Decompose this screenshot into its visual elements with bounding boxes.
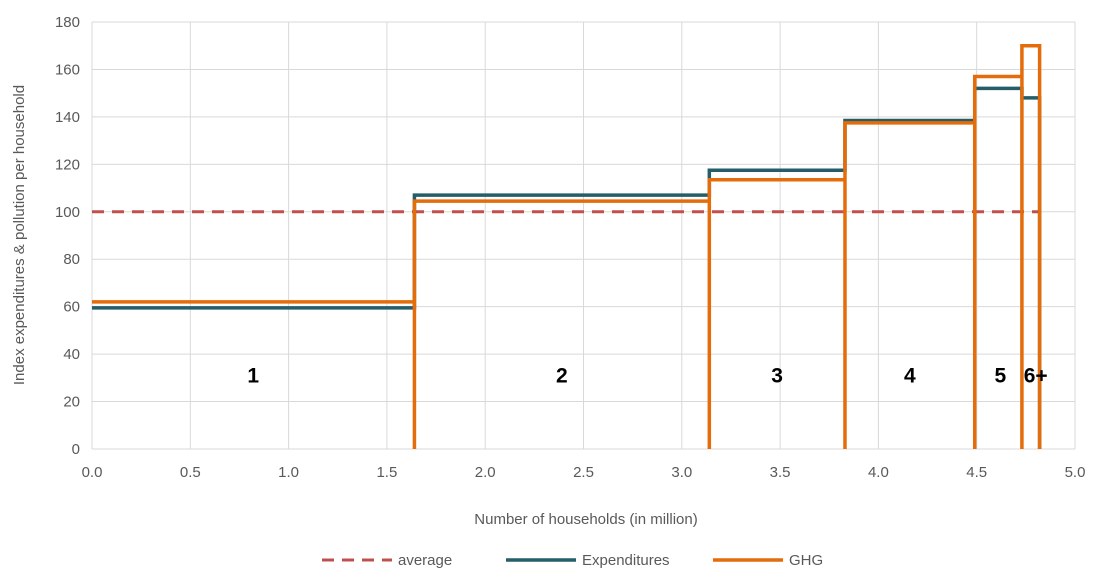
x-tick-label: 1.5 [376, 464, 397, 481]
plot-series [92, 43, 1042, 449]
y-tick-label: 140 [55, 109, 80, 126]
x-tick-label: 3.0 [671, 464, 692, 481]
x-axis-title: Number of households (in million) [474, 511, 697, 528]
x-tick-label: 4.5 [966, 464, 987, 481]
y-tick-label: 100 [55, 204, 80, 221]
legend: average Expenditures GHG [322, 552, 823, 569]
y-tick-label: 20 [63, 394, 80, 411]
x-tick-label: 0.0 [82, 464, 103, 481]
ghg-step-line [92, 43, 1042, 449]
x-tick-label: 5.0 [1065, 464, 1086, 481]
legend-label: GHG [789, 552, 823, 569]
household-group-labels: 1 2 3 4 5 6+ [247, 365, 1047, 388]
household-size-label: 1 [247, 365, 259, 388]
x-tick-label: 3.5 [770, 464, 791, 481]
x-tick-label: 4.0 [868, 464, 889, 481]
y-tick-label: 80 [63, 251, 80, 268]
household-size-label: 6+ [1024, 365, 1048, 388]
y-tick-label: 160 [55, 61, 80, 78]
household-size-label: 5 [994, 365, 1006, 388]
x-tick-label: 2.5 [573, 464, 594, 481]
x-tick-label: 2.0 [475, 464, 496, 481]
household-size-label: 4 [904, 365, 916, 388]
x-tick-label: 1.0 [278, 464, 299, 481]
legend-label: Expenditures [582, 552, 670, 569]
x-axis-ticks: 0.0 0.5 1.0 1.5 2.0 2.5 3.0 3.5 4.0 4.5 5.0 [82, 464, 1086, 481]
y-tick-label: 60 [63, 299, 80, 316]
x-tick-label: 0.5 [180, 464, 201, 481]
y-axis-title: Index expenditures & pollution per house… [11, 85, 28, 385]
y-tick-label: 0 [72, 441, 80, 458]
household-size-label: 2 [556, 365, 568, 388]
legend-label: average [398, 552, 452, 569]
gridlines [91, 21, 1076, 450]
y-tick-label: 180 [55, 14, 80, 31]
household-size-label: 3 [771, 365, 783, 388]
y-tick-label: 40 [63, 346, 80, 363]
y-tick-label: 120 [55, 156, 80, 173]
y-axis-ticks: 0 20 40 60 80 100 120 140 160 180 [55, 14, 80, 458]
expenditures-step-line [92, 86, 1042, 449]
